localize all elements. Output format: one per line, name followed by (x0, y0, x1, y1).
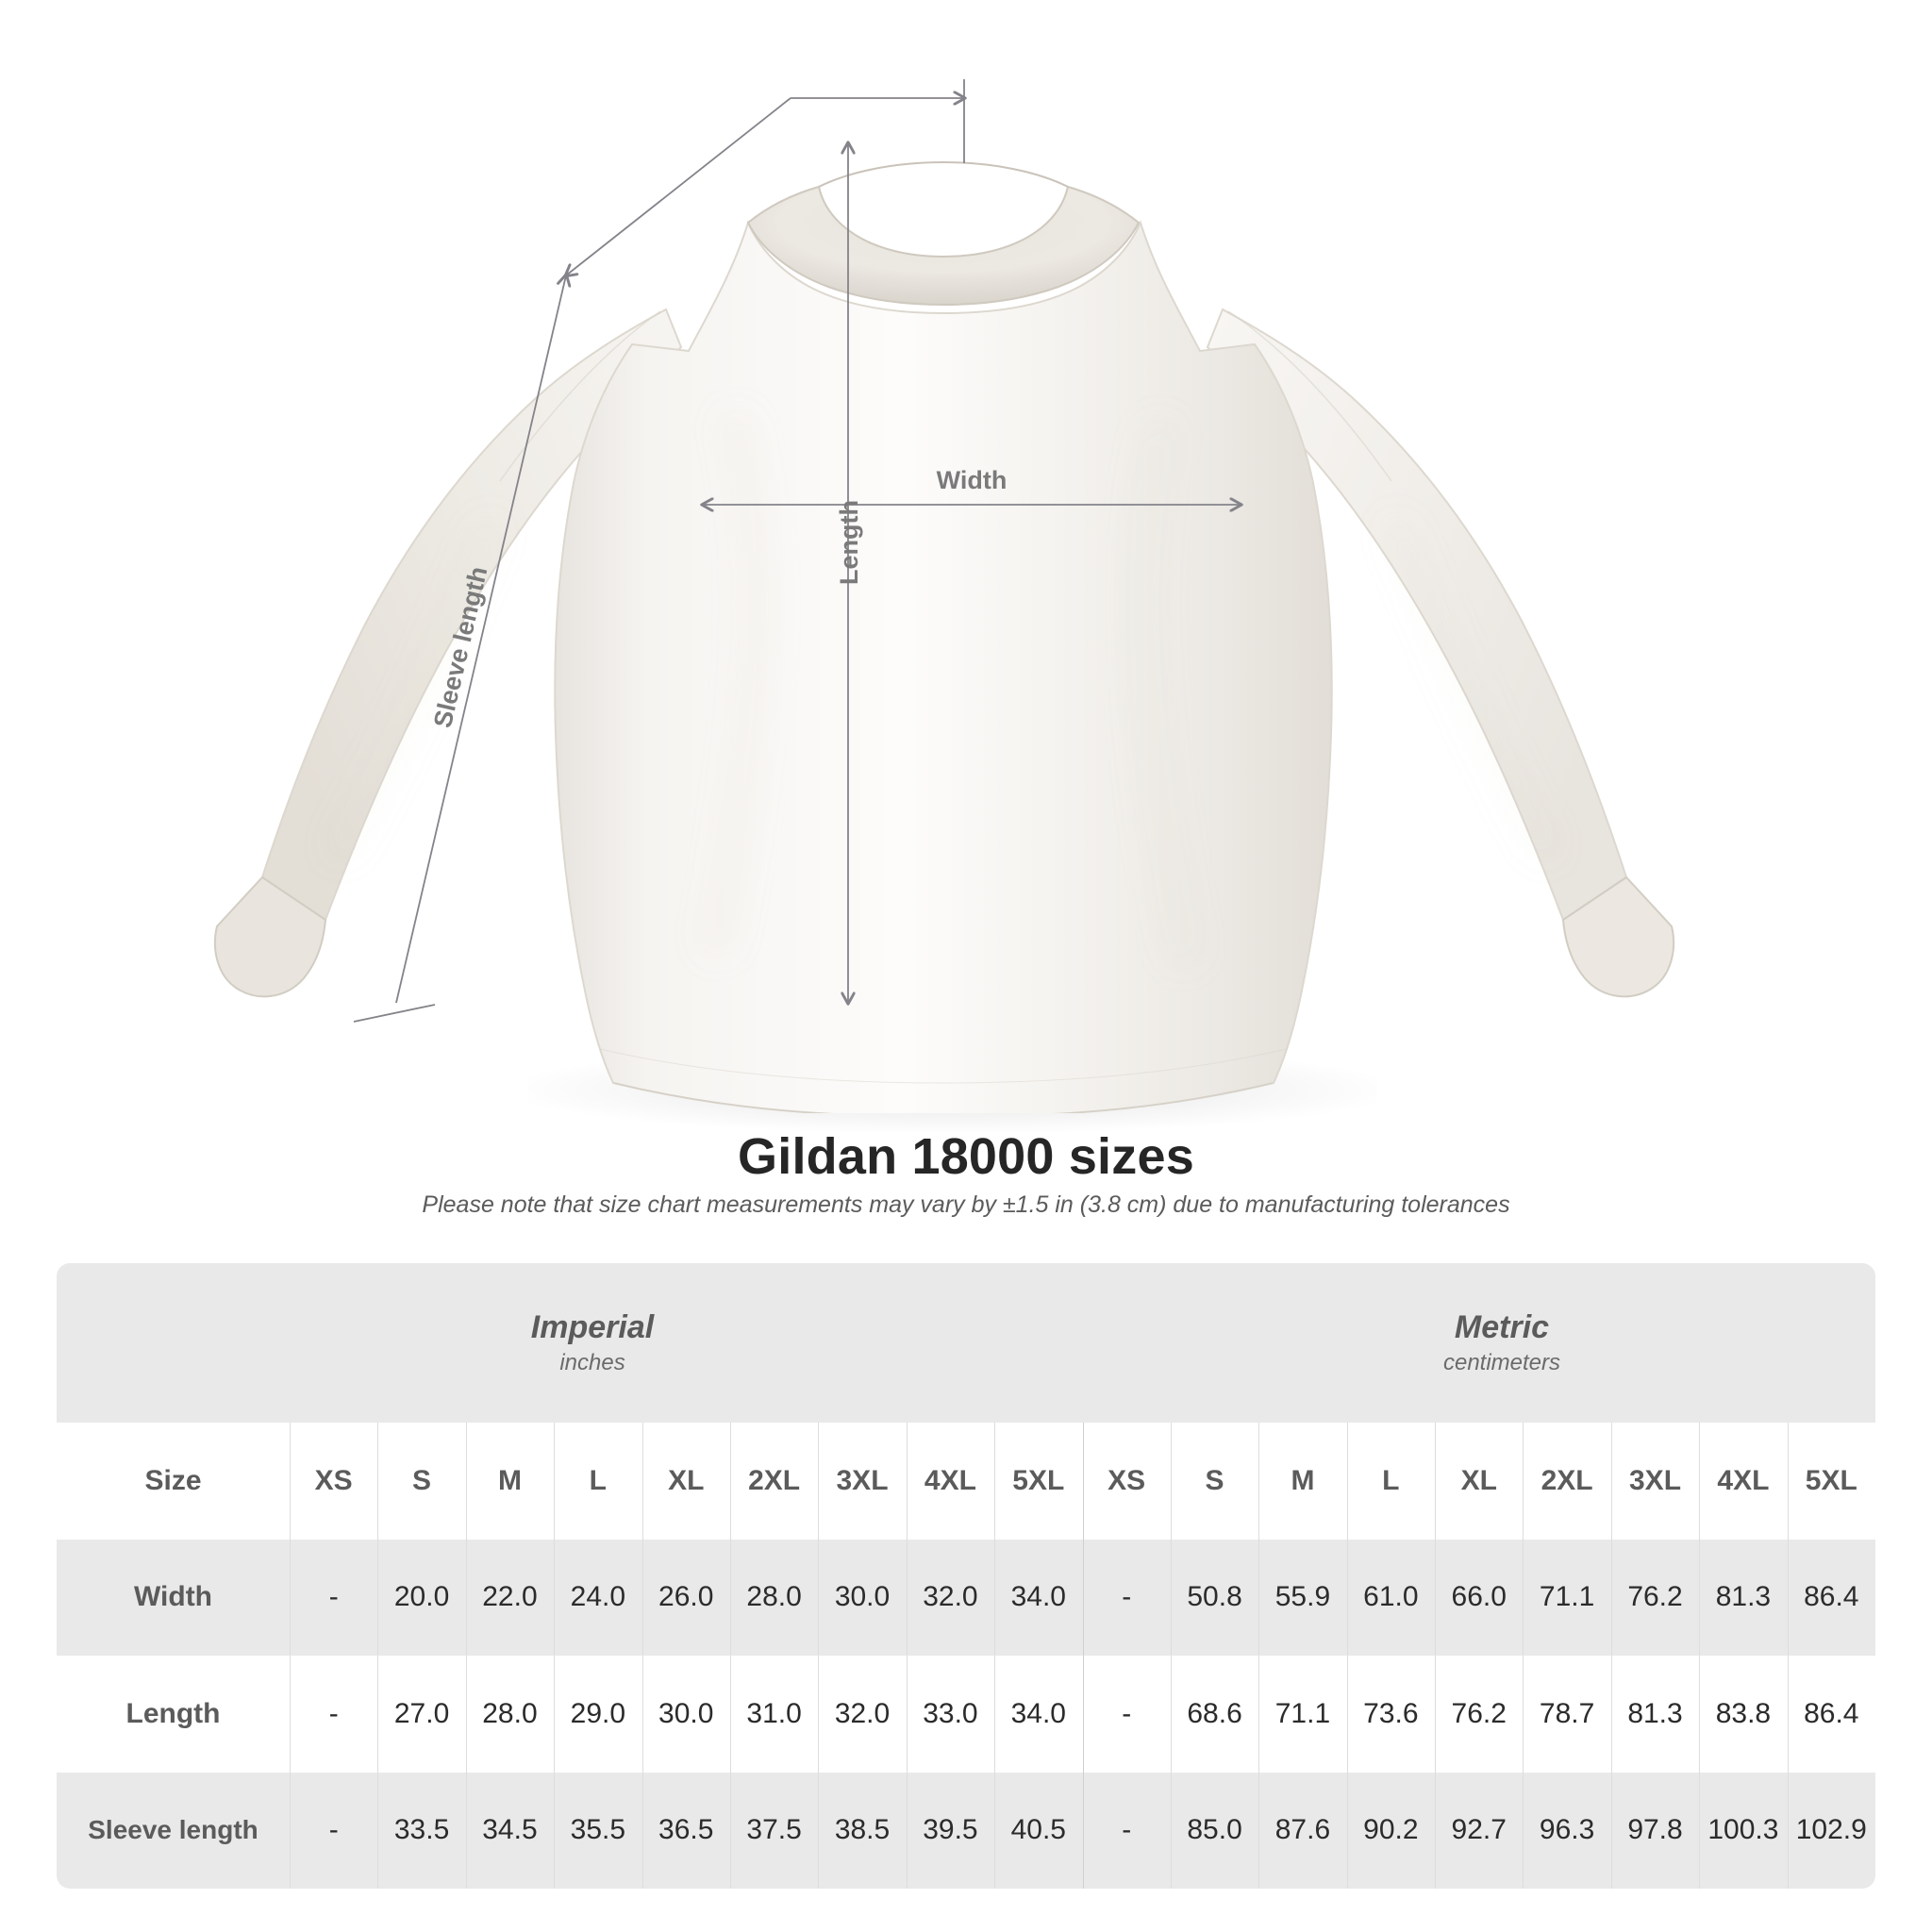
svg-text:Width: Width (937, 466, 1008, 494)
svg-text:Sleeve length: Sleeve length (428, 564, 492, 730)
svg-text:Length: Length (835, 500, 863, 585)
